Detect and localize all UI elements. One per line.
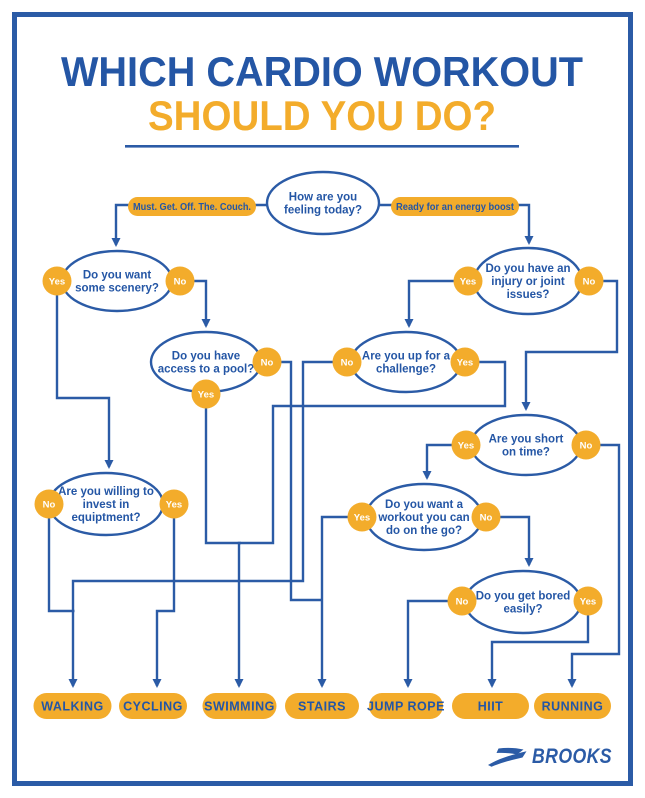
answer-badge-text: Yes <box>580 597 596 608</box>
answer-badge-text: No <box>456 597 469 608</box>
edge-bored-to-HIIT <box>487 615 590 688</box>
edge-challenge-to-WALKING <box>68 360 333 688</box>
answer-badge-no <box>574 266 604 296</box>
brooks-logo: BROOKS <box>488 744 612 768</box>
page-title-line-1: WHICH CARDIO WORKOUT <box>61 48 583 95</box>
answer-badge-yes <box>159 489 189 519</box>
node-short-question: Are you short on time? <box>489 434 564 459</box>
edge-pool-to-STAIRS <box>281 360 322 602</box>
answer-badges-layer: Yes No Yes No No No Yes Yes Yes No Yes No Yes No No Yes <box>34 266 604 616</box>
nodes-layer: How are you feeling today? Do you want some… <box>47 170 584 635</box>
edge-injury-to-challenge <box>404 279 454 328</box>
answer-badge-text: Yes <box>458 441 474 452</box>
answer-badge-text: No <box>261 358 274 369</box>
endpoint-hiit <box>452 693 529 719</box>
edge-scenery-to-pool <box>194 279 211 328</box>
answer-badge-no <box>471 502 501 532</box>
answer-badge-no <box>571 430 601 460</box>
answer-badge-text: No <box>341 358 354 369</box>
edge-label-pill-e2 <box>391 197 519 216</box>
brooks-chevron-icon <box>496 747 524 755</box>
answer-badge-text: Yes <box>460 277 476 288</box>
answer-badge-yes <box>573 586 603 616</box>
answer-badge-no <box>447 586 477 616</box>
endpoint-label: WALKING <box>41 700 104 714</box>
page-title-line-2: SHOULD YOU DO? <box>148 92 496 139</box>
title-underline <box>125 145 519 148</box>
answer-badge-text: Yes <box>166 500 182 511</box>
edge-equipment-to-CYCLING <box>152 518 176 688</box>
endpoints-layer: WALKING CYCLING SWIMMING STAIRS JUMP ROPE HII… <box>33 693 611 719</box>
edge-label-text-e1: Must. Get. Off. The. Couch. <box>133 202 251 213</box>
brooks-wordmark: BROOKS <box>532 744 612 768</box>
answer-badge-text: Yes <box>49 277 65 288</box>
answer-badge-text: Yes <box>198 390 214 401</box>
edge-label-pill-e1 <box>128 197 256 216</box>
page-border <box>12 12 633 786</box>
answer-badge-text: No <box>480 513 493 524</box>
endpoint-label: RUNNING <box>542 700 604 714</box>
endpoint-stairs <box>285 693 359 719</box>
edge-label-text-e2: Ready for an energy boost <box>396 202 515 213</box>
edge-injury-to-short <box>521 279 619 411</box>
answer-badge-no <box>34 489 64 519</box>
answer-badge-yes <box>451 430 481 460</box>
node-go-question: Do you want a workout you can do on the go… <box>377 499 469 537</box>
endpoint-walking <box>33 693 112 719</box>
endpoint-cycling <box>119 693 187 719</box>
brooks-swoosh-icon <box>488 751 527 767</box>
endpoint-label: CYCLING <box>123 700 183 714</box>
endpoint-label: HIIT <box>478 700 504 714</box>
endpoint-label: JUMP ROPE <box>367 700 445 714</box>
node-challenge-question: Are you up for a challenge? <box>362 351 451 376</box>
edge-go-to-STAIRS <box>317 515 348 688</box>
edge-bored-to-JUMP ROPE <box>403 599 448 688</box>
answer-badge-text: No <box>580 441 593 452</box>
answer-badge-no <box>165 266 195 296</box>
edges-layer <box>47 203 621 688</box>
node-feeling <box>265 170 381 236</box>
node-scenery-question: Do you want some scenery? <box>75 270 159 295</box>
answer-badge-yes <box>42 266 72 296</box>
edge-short-to-go <box>422 443 452 480</box>
answer-badge-text: No <box>43 500 56 511</box>
endpoint-swimming <box>202 693 277 719</box>
edge-challenge-to-SWIMMING <box>234 360 507 688</box>
edge-short-to-RUNNING <box>567 443 621 688</box>
node-injury-question: Do you have an injury or joint issues? <box>486 263 571 301</box>
answer-badge-text: No <box>174 277 187 288</box>
endpoint-jump-rope <box>369 693 443 719</box>
endpoint-label: STAIRS <box>298 700 346 714</box>
answer-badge-yes <box>453 266 483 296</box>
node-feeling-question: How are you feeling today? <box>284 192 362 217</box>
endpoint-running <box>534 693 611 719</box>
answer-badge-yes <box>191 379 221 409</box>
answer-badge-no <box>332 347 362 377</box>
answer-badge-yes <box>450 347 480 377</box>
node-bored-question: Do you get bored easily? <box>476 591 571 616</box>
edge-equipment-to-WALKING <box>47 518 75 613</box>
node-pool-question: Do you have access to a pool? <box>158 351 255 376</box>
answer-badge-text: Yes <box>457 358 473 369</box>
answer-badge-no <box>252 347 282 377</box>
edge-scenery-to-equipment <box>55 295 114 469</box>
node-equipment-question: Are you willing to invest in equiptment? <box>58 486 154 524</box>
answer-badge-yes <box>347 502 377 532</box>
edge-pool-to-SWIMMING <box>204 408 241 545</box>
answer-badge-text: No <box>583 277 596 288</box>
edge-label-pills-layer: Must. Get. Off. The. Couch. Ready for an … <box>128 197 519 216</box>
endpoint-label: SWIMMING <box>204 700 275 714</box>
edge-go-to-bored <box>500 515 534 567</box>
answer-badge-text: Yes <box>354 513 370 524</box>
